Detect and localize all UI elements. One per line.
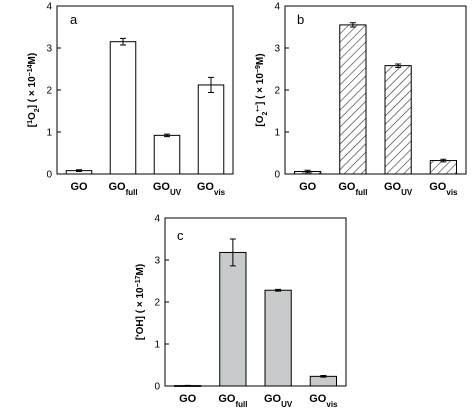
y-tick-label: 0 xyxy=(154,382,160,393)
category-label-3: GOvis xyxy=(197,181,226,197)
y-tick-label: 3 xyxy=(46,44,52,55)
category-label-3: GOvis xyxy=(429,181,458,197)
category-label-3: GOvis xyxy=(309,393,338,409)
y-tick-label: 1 xyxy=(46,128,52,139)
bar-1 xyxy=(109,41,137,175)
bar-3 xyxy=(309,375,337,387)
bar-2 xyxy=(384,65,412,175)
category-label-1: GOfull xyxy=(218,393,247,409)
category-label-2: GOUV xyxy=(264,393,293,409)
error-bar-1 xyxy=(120,37,126,46)
bar-1 xyxy=(339,24,367,175)
y-tick-label: 2 xyxy=(274,86,280,97)
category-label-2: GOUV xyxy=(384,181,413,197)
panel-label: a xyxy=(70,12,78,27)
y-tick-label: 4 xyxy=(274,2,280,13)
y-tick-label: 4 xyxy=(154,214,160,225)
y-tick-label: 4 xyxy=(46,2,52,13)
error-bar-1 xyxy=(229,238,236,267)
category-label-1: GOfull xyxy=(338,181,367,197)
y-tick-label: 1 xyxy=(154,340,160,351)
category-label-0: GO xyxy=(70,181,88,193)
y-tick-label: 2 xyxy=(154,298,160,309)
bar-3 xyxy=(429,160,457,175)
y-axis-label: [•OH] ( × 10−17M) xyxy=(135,264,147,340)
plot-frame xyxy=(284,5,467,175)
error-bar-2 xyxy=(395,63,402,68)
chart-a: a 0 1 2 3 4 [1O2] ( × 10−14M) GO GOfull GOUV GOvis xyxy=(27,2,234,197)
y-tick-label: 1 xyxy=(274,128,280,139)
y-tick-label: 2 xyxy=(46,86,52,97)
panel-label: b xyxy=(297,12,304,27)
category-label-2: GOUV xyxy=(153,181,182,197)
y-axis-label: [1O2] ( × 10−14M) xyxy=(27,53,41,127)
bar-2 xyxy=(153,134,181,175)
y-axis-label: [O2•−] ( × 10−9M) xyxy=(255,53,269,126)
error-bar-1 xyxy=(349,22,356,28)
chart-b: b 0 1 2 3 4 [O2•−] ( × 10−9M) GO GOfull GOUV GOvis xyxy=(255,2,467,197)
category-label-0: GO xyxy=(179,393,197,405)
error-bar-2 xyxy=(164,133,170,138)
category-label-1: GOfull xyxy=(108,181,137,197)
category-label-0: GO xyxy=(299,181,317,193)
y-tick-label: 3 xyxy=(274,44,280,55)
y-tick-label: 0 xyxy=(46,170,52,181)
plot-frame xyxy=(164,217,347,387)
bar-3 xyxy=(197,84,225,175)
chart-c: c 0 1 2 3 4 [•OH] ( × 10−17M) GO GOfull GOUV GOvis xyxy=(135,214,347,409)
error-bar-2 xyxy=(275,288,282,292)
error-bar-3 xyxy=(208,76,214,94)
y-tick-label: 3 xyxy=(154,256,160,267)
error-bar-0 xyxy=(304,169,311,174)
y-tick-label: 0 xyxy=(274,170,280,181)
error-bar-0 xyxy=(76,169,82,172)
error-bar-3 xyxy=(440,158,447,163)
error-bar-3 xyxy=(320,375,327,378)
bar-1 xyxy=(219,251,247,387)
panel-label: c xyxy=(177,228,184,243)
bar-2 xyxy=(264,289,292,387)
